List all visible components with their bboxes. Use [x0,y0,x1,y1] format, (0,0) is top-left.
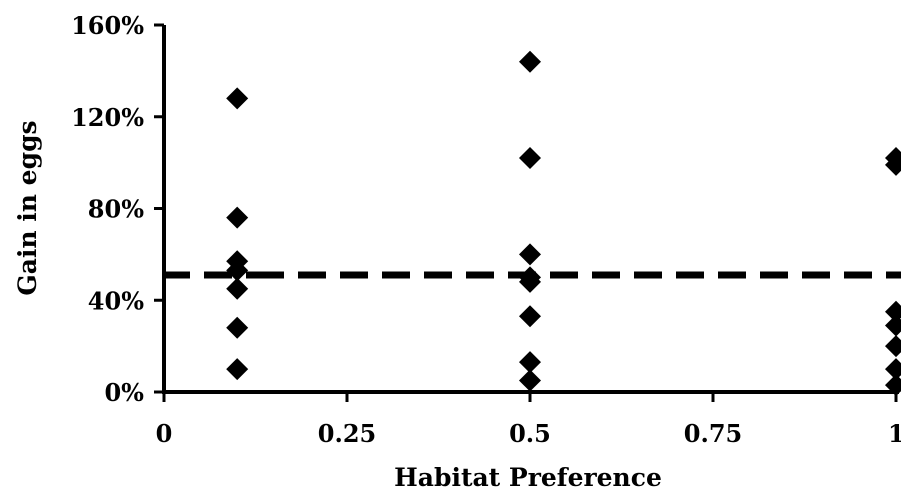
data-points [226,50,901,397]
data-point [226,87,249,110]
data-point [226,277,249,300]
data-point [519,270,541,293]
data-point [226,358,249,381]
data-point [885,374,901,397]
y-axis-title: Gain in eggs [13,120,42,295]
data-point [885,335,901,358]
x-tick-label: 0 [156,419,173,448]
data-point [226,316,249,339]
data-point [519,147,541,170]
data-point [226,206,249,229]
data-point [519,243,541,266]
y-tick-label: 120% [71,103,144,132]
x-tick-label: 0.5 [509,419,551,448]
data-point [519,351,541,374]
data-point [885,153,901,176]
y-tick-label: 160% [71,11,144,40]
x-tick-label: 0.75 [684,419,742,448]
x-axis-title: Habitat Preference [394,463,662,490]
data-point [885,358,901,381]
y-tick-label: 40% [88,286,144,315]
tick-labels: 0% 40% 80% 120% 160% 0 0.25 0.5 0.75 1 [71,11,901,448]
data-point [519,305,541,328]
data-point [885,314,901,337]
axes [154,23,899,402]
data-point [519,369,541,392]
y-tick-label: 80% [88,195,144,224]
data-point [519,50,541,73]
x-tick-label: 0.25 [318,419,376,448]
data-point [226,259,249,282]
y-tick-label: 0% [104,378,144,407]
x-tick-label: 1 [888,419,901,448]
